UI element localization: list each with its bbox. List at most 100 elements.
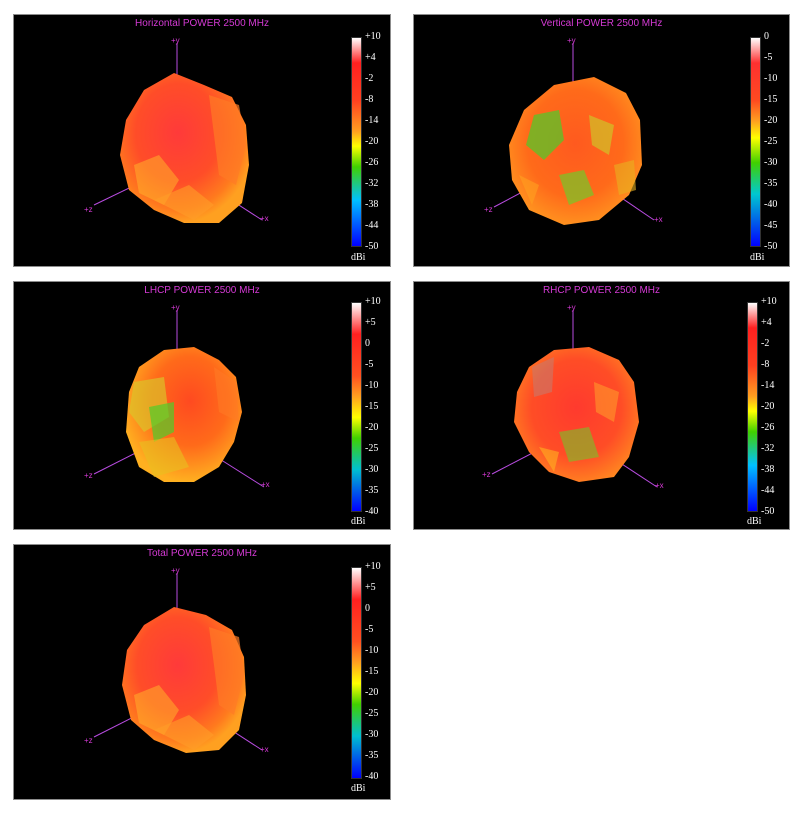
tick-label: 0 bbox=[764, 31, 769, 42]
colorbar bbox=[747, 302, 758, 512]
tick-label: -25 bbox=[764, 136, 778, 147]
tick-label: -15 bbox=[365, 666, 379, 677]
pattern-shading bbox=[154, 185, 214, 220]
pattern-shading bbox=[519, 175, 539, 205]
tick-label: -50 bbox=[764, 241, 778, 252]
tick-label: -5 bbox=[365, 624, 374, 635]
tick-label: -20 bbox=[365, 422, 379, 433]
tick-label: -10 bbox=[365, 380, 379, 391]
axis-label-z: +z bbox=[84, 736, 93, 745]
tick-label: -26 bbox=[365, 157, 379, 168]
pattern-shading bbox=[134, 155, 179, 205]
tick-label: -30 bbox=[365, 464, 379, 475]
axis-label-y: +y bbox=[567, 36, 576, 45]
tick-label: -35 bbox=[764, 178, 778, 189]
colorbar bbox=[351, 302, 362, 512]
axis-label-x: +x bbox=[261, 480, 270, 489]
tick-label: -25 bbox=[365, 708, 379, 719]
tick-label: +4 bbox=[761, 317, 772, 328]
radiation-plot: +y +z +x bbox=[84, 566, 269, 754]
tick-label: -50 bbox=[365, 241, 379, 252]
tick-label: +5 bbox=[365, 582, 376, 593]
tick-label: -15 bbox=[764, 94, 778, 105]
tick-label: +10 bbox=[365, 296, 381, 307]
pattern-shading bbox=[214, 367, 239, 422]
axis-label-z: +z bbox=[84, 471, 93, 480]
tick-label: -38 bbox=[761, 464, 775, 475]
chart-panel-lhcp: LHCP POWER 2500 MHz +y +z +x +10 +5 0 -5… bbox=[13, 281, 391, 530]
tick-label: -30 bbox=[365, 729, 379, 740]
pattern-surface bbox=[509, 77, 642, 225]
axis-label-x: +x bbox=[260, 745, 269, 754]
tick-label: -35 bbox=[365, 485, 379, 496]
radiation-plot: +y +z +x bbox=[482, 303, 664, 490]
axis-label-y: +y bbox=[171, 303, 180, 312]
axis-label-x: +x bbox=[260, 214, 269, 223]
chart-title: Horizontal POWER 2500 MHz bbox=[135, 18, 269, 29]
chart-panel-rhcp: RHCP POWER 2500 MHz +y +z +x +10 +4 -2 -… bbox=[413, 281, 790, 530]
pattern-shading bbox=[539, 447, 559, 472]
tick-label: -20 bbox=[365, 136, 379, 147]
pattern-shading bbox=[559, 170, 594, 205]
colorbar-unit: dBi bbox=[747, 516, 762, 527]
colorbar-unit: dBi bbox=[750, 252, 765, 263]
axis-label-z: +z bbox=[484, 205, 493, 214]
axis-label-y: +y bbox=[171, 566, 180, 575]
tick-label: -10 bbox=[764, 73, 778, 84]
pattern-shading bbox=[209, 95, 246, 185]
colorbar-unit: dBi bbox=[351, 783, 366, 794]
pattern-shading bbox=[526, 110, 564, 160]
tick-label: -45 bbox=[764, 220, 778, 231]
chart-title: LHCP POWER 2500 MHz bbox=[144, 285, 260, 296]
tick-label: -8 bbox=[365, 94, 374, 105]
tick-label: -32 bbox=[761, 443, 775, 454]
axis-label-x: +x bbox=[655, 481, 664, 490]
radiation-plot: +y +z +x bbox=[84, 303, 270, 489]
tick-label: +5 bbox=[365, 317, 376, 328]
tick-label: -26 bbox=[761, 422, 775, 433]
chart-title: RHCP POWER 2500 MHz bbox=[542, 285, 661, 296]
tick-label: +10 bbox=[365, 561, 381, 572]
tick-label: -20 bbox=[365, 687, 379, 698]
tick-label: -30 bbox=[764, 157, 778, 168]
tick-label: -2 bbox=[761, 338, 770, 349]
tick-label: -44 bbox=[761, 485, 775, 496]
tick-label: -40 bbox=[365, 506, 379, 517]
colorbar-unit: dBi bbox=[351, 252, 366, 263]
tick-label: -50 bbox=[761, 506, 775, 517]
tick-label: -25 bbox=[365, 443, 379, 454]
pattern-shading bbox=[589, 115, 614, 155]
tick-label: -2 bbox=[365, 73, 374, 84]
tick-label: -10 bbox=[365, 645, 379, 656]
chart-panel-total: Total POWER 2500 MHz +y +z +x +10 +5 0 -… bbox=[13, 544, 391, 800]
tick-label: -15 bbox=[365, 401, 379, 412]
axis-label-x: +x bbox=[654, 215, 663, 224]
tick-label: -14 bbox=[365, 115, 379, 126]
pattern-shading bbox=[134, 685, 179, 735]
tick-label: -20 bbox=[761, 401, 775, 412]
chart-panel-horizontal: Horizontal POWER 2500 MHz +y +z +x +10 +… bbox=[13, 14, 391, 267]
axis-label-y: +y bbox=[567, 303, 576, 312]
tick-label: -5 bbox=[764, 52, 773, 63]
colorbar bbox=[750, 37, 761, 247]
pattern-shading bbox=[139, 437, 189, 477]
tick-label: -32 bbox=[365, 178, 379, 189]
chart-title: Vertical POWER 2500 MHz bbox=[540, 18, 663, 29]
tick-label: -40 bbox=[365, 771, 379, 782]
tick-label: -44 bbox=[365, 220, 379, 231]
axis-label-z: +z bbox=[482, 470, 491, 479]
tick-label: -8 bbox=[761, 359, 770, 370]
chart-title: Total POWER 2500 MHz bbox=[146, 548, 258, 559]
pattern-shading bbox=[559, 427, 599, 462]
pattern-shading bbox=[149, 402, 174, 442]
pattern-shading bbox=[594, 382, 619, 422]
pattern-shading bbox=[614, 160, 636, 195]
axis-label-y: +y bbox=[171, 36, 180, 45]
tick-label: -20 bbox=[764, 115, 778, 126]
tick-label: -38 bbox=[365, 199, 379, 210]
colorbar bbox=[351, 567, 362, 779]
radiation-plot: +y +z +x bbox=[84, 36, 269, 223]
colorbar bbox=[351, 37, 362, 247]
tick-label: 0 bbox=[365, 338, 370, 349]
colorbar-unit: dBi bbox=[351, 516, 366, 527]
